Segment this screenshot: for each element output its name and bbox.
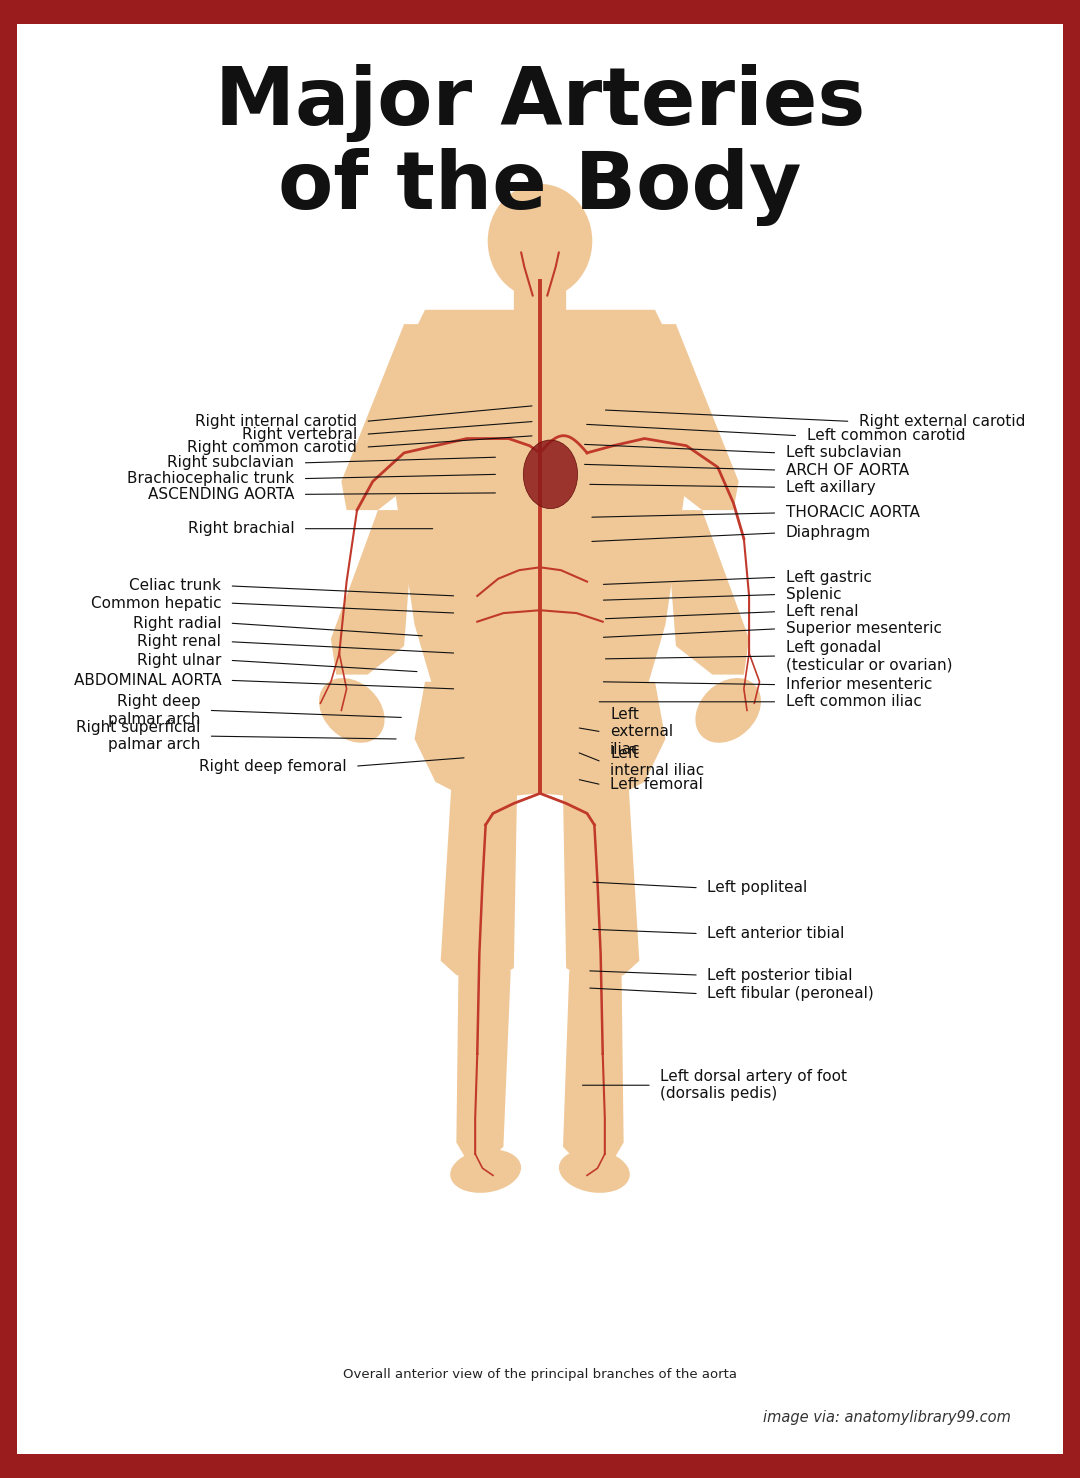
Ellipse shape bbox=[488, 183, 592, 299]
Ellipse shape bbox=[696, 678, 761, 743]
Text: Left anterior tibial: Left anterior tibial bbox=[707, 927, 845, 941]
Text: Left gonadal
(testicular or ovarian): Left gonadal (testicular or ovarian) bbox=[785, 640, 953, 672]
Polygon shape bbox=[330, 510, 415, 674]
Text: ASCENDING AORTA: ASCENDING AORTA bbox=[148, 486, 295, 503]
Text: Left
external
iliac: Left external iliac bbox=[610, 706, 673, 757]
Text: Left axillary: Left axillary bbox=[785, 480, 875, 495]
Text: image via: anatomylibrary99.com: image via: anatomylibrary99.com bbox=[762, 1410, 1011, 1425]
Text: Diaphragm: Diaphragm bbox=[785, 526, 870, 541]
Text: Right ulnar: Right ulnar bbox=[137, 653, 221, 668]
Text: Left fibular (peroneal): Left fibular (peroneal) bbox=[707, 986, 874, 1001]
Text: Right renal: Right renal bbox=[137, 634, 221, 649]
Text: Superior mesenteric: Superior mesenteric bbox=[785, 621, 942, 637]
Polygon shape bbox=[415, 681, 665, 804]
FancyBboxPatch shape bbox=[514, 253, 566, 324]
Text: Right deep
palmar arch: Right deep palmar arch bbox=[108, 695, 200, 727]
Text: Right vertebral: Right vertebral bbox=[242, 427, 357, 442]
Text: Brachiocephalic trunk: Brachiocephalic trunk bbox=[127, 471, 295, 486]
Polygon shape bbox=[393, 310, 687, 696]
Text: Common hepatic: Common hepatic bbox=[91, 596, 221, 610]
Ellipse shape bbox=[450, 1150, 521, 1193]
Polygon shape bbox=[457, 971, 511, 1162]
Text: Right external carotid: Right external carotid bbox=[859, 414, 1025, 429]
Text: Right subclavian: Right subclavian bbox=[167, 455, 295, 470]
Text: Left popliteal: Left popliteal bbox=[707, 881, 808, 896]
Text: Left
internal iliac: Left internal iliac bbox=[610, 746, 704, 777]
Text: Major Arteries
of the Body: Major Arteries of the Body bbox=[215, 64, 865, 226]
Text: Left posterior tibial: Left posterior tibial bbox=[707, 968, 853, 983]
Text: Right common carotid: Right common carotid bbox=[187, 439, 357, 455]
Text: Left dorsal artery of foot
(dorsalis pedis): Left dorsal artery of foot (dorsalis ped… bbox=[660, 1069, 847, 1101]
Text: Left common carotid: Left common carotid bbox=[807, 429, 966, 443]
Text: Left femoral: Left femoral bbox=[610, 777, 703, 792]
Ellipse shape bbox=[559, 1150, 630, 1193]
Text: Splenic: Splenic bbox=[785, 587, 841, 602]
Polygon shape bbox=[645, 324, 739, 510]
Text: ARCH OF AORTA: ARCH OF AORTA bbox=[785, 463, 908, 477]
Text: THORACIC AORTA: THORACIC AORTA bbox=[785, 505, 919, 520]
Polygon shape bbox=[341, 324, 435, 510]
Text: Right internal carotid: Right internal carotid bbox=[195, 414, 357, 429]
Text: Right deep femoral: Right deep femoral bbox=[199, 758, 347, 773]
Polygon shape bbox=[441, 789, 517, 983]
Text: Inferior mesenteric: Inferior mesenteric bbox=[785, 677, 932, 692]
Text: Right superficial
palmar arch: Right superficial palmar arch bbox=[76, 720, 200, 752]
Text: Right brachial: Right brachial bbox=[188, 522, 295, 537]
Ellipse shape bbox=[319, 678, 384, 743]
Polygon shape bbox=[563, 971, 623, 1162]
Polygon shape bbox=[563, 789, 639, 983]
Text: Celiac trunk: Celiac trunk bbox=[130, 578, 221, 593]
Text: Overall anterior view of the principal branches of the aorta: Overall anterior view of the principal b… bbox=[343, 1367, 737, 1380]
Text: Right radial: Right radial bbox=[133, 616, 221, 631]
Text: Left subclavian: Left subclavian bbox=[785, 445, 901, 460]
FancyBboxPatch shape bbox=[17, 24, 1063, 1454]
Text: Left common iliac: Left common iliac bbox=[785, 695, 921, 709]
Text: Left renal: Left renal bbox=[785, 605, 859, 619]
Ellipse shape bbox=[524, 440, 578, 508]
Text: Left gastric: Left gastric bbox=[785, 571, 872, 585]
Polygon shape bbox=[665, 510, 750, 674]
Text: ABDOMINAL AORTA: ABDOMINAL AORTA bbox=[73, 672, 221, 687]
